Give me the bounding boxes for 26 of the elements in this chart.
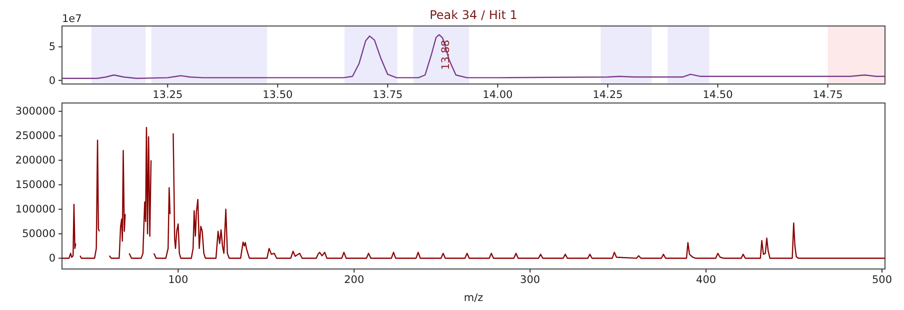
x-tick-label: 13.50 — [262, 88, 293, 101]
annotation: 13.88 — [440, 40, 452, 70]
x-tick-label: 14.00 — [482, 88, 513, 101]
y-tick-label: 150000 — [15, 179, 56, 192]
text: 1e7 — [62, 13, 82, 25]
x-tick-label: 14.75 — [812, 88, 843, 101]
y-tick-label: 100000 — [15, 204, 56, 216]
line-series — [62, 34, 885, 79]
y-tick-label: 200000 — [15, 154, 56, 167]
y-tick-label: 250000 — [15, 130, 56, 142]
y-tick-label: 50000 — [22, 228, 56, 240]
x-tick-label: 14.25 — [592, 88, 623, 101]
x-tick-label: 400 — [696, 274, 716, 286]
chart-title: Peak 34 / Hit 1 — [430, 8, 518, 22]
x-tick-label: 100 — [168, 274, 188, 286]
x-tick-label: 200 — [344, 274, 364, 286]
y-tick-label: 0 — [48, 74, 56, 87]
x-tick-label: 13.25 — [152, 88, 183, 101]
x-tick-label: 300 — [520, 274, 540, 286]
x-tick-label: 14.50 — [702, 88, 733, 101]
y-tick-label: 300000 — [15, 106, 56, 118]
y-tick-label: 5 — [48, 41, 56, 54]
x-tick-label: 500 — [872, 274, 892, 286]
x-tick-label: 13.75 — [372, 88, 403, 101]
y-tick-label: 0 — [48, 252, 56, 265]
x-axis-title: m/z — [464, 292, 484, 304]
